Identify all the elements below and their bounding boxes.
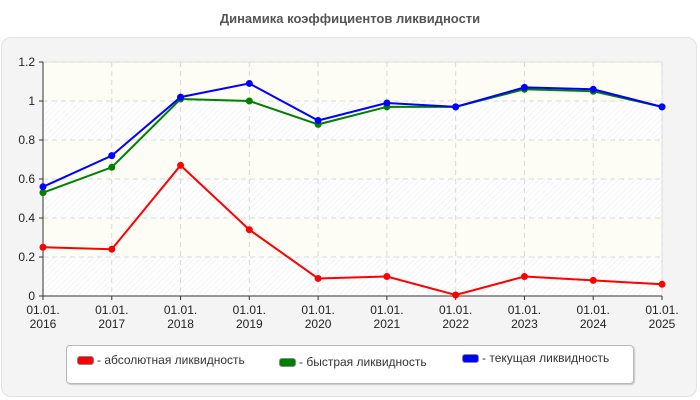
chart-title: Динамика коэффициентов ликвидности <box>219 11 481 26</box>
x-tick-label: 01.01. <box>301 303 334 317</box>
data-point[interactable] <box>520 273 528 280</box>
data-point[interactable] <box>452 291 460 299</box>
y-tick-label: 0.2 <box>18 250 35 264</box>
data-point[interactable] <box>452 103 460 111</box>
legend-item-quick: - быстрая ликвидность <box>279 355 427 369</box>
data-point[interactable] <box>245 79 253 87</box>
y-tick-label: 0.4 <box>18 211 35 225</box>
data-point[interactable] <box>39 189 47 197</box>
series-line <box>39 79 666 191</box>
data-point[interactable] <box>658 280 666 288</box>
legend: - абсолютная ликвидность - быстрая ликви… <box>66 345 634 384</box>
data-series <box>39 79 666 299</box>
legend-swatch-blue <box>462 353 479 363</box>
data-point[interactable] <box>39 243 47 251</box>
data-point[interactable] <box>108 152 116 160</box>
data-point[interactable] <box>245 97 253 105</box>
x-tick-label: 2016 <box>30 317 57 331</box>
x-tick-label: 2022 <box>442 317 469 331</box>
x-tick-label: 2020 <box>305 317 332 331</box>
x-tick-label: 2024 <box>580 317 607 331</box>
x-tick-label: 01.01. <box>26 303 59 317</box>
x-tick-label: 2025 <box>649 317 676 331</box>
data-point[interactable] <box>177 161 185 169</box>
x-tick-label: 01.01. <box>370 303 403 317</box>
data-point[interactable] <box>177 93 185 101</box>
x-tick-label: 01.01. <box>233 303 266 317</box>
series-line <box>39 161 666 299</box>
x-tick-label: 2017 <box>98 317 125 331</box>
data-point[interactable] <box>314 117 322 124</box>
y-tick-label: 1 <box>28 94 35 108</box>
y-tick-label: 0 <box>28 289 35 303</box>
x-tick-label: 01.01. <box>95 303 128 317</box>
legend-label: - быстрая ликвидность <box>299 355 427 369</box>
x-tick-label: 2023 <box>511 317 538 331</box>
data-point[interactable] <box>383 99 391 107</box>
data-point[interactable] <box>245 226 253 234</box>
data-point[interactable] <box>658 103 666 111</box>
x-tick-label: 01.01. <box>508 303 541 317</box>
legend-label: - текущая ликвидность <box>482 351 610 365</box>
legend-item-current: - текущая ликвидность <box>462 351 609 365</box>
data-point[interactable] <box>314 274 322 282</box>
x-tick-label: 01.01. <box>645 303 678 317</box>
y-tick-label: 0.6 <box>18 172 35 186</box>
data-point[interactable] <box>108 245 116 253</box>
x-tick-label: 01.01. <box>164 303 197 317</box>
x-tick-label: 2019 <box>236 317 263 331</box>
legend-label: - абсолютная ликвидность <box>97 353 245 367</box>
legend-item-absolute: - абсолютная ликвидность <box>77 353 245 367</box>
data-point[interactable] <box>589 85 597 93</box>
x-tick-label: 2018 <box>167 317 194 331</box>
x-tick-label: 01.01. <box>439 303 472 317</box>
y-tick-label: 0.8 <box>18 133 35 147</box>
legend-swatch-red <box>77 355 94 365</box>
data-point[interactable] <box>520 83 528 91</box>
data-point[interactable] <box>39 183 47 191</box>
legend-swatch-green <box>279 357 296 367</box>
x-tick-label: 2021 <box>374 317 401 331</box>
data-point[interactable] <box>589 276 597 284</box>
data-point[interactable] <box>108 163 116 171</box>
axes: 00.20.40.60.811.201.01.201601.01.201701.… <box>18 55 678 331</box>
data-point[interactable] <box>383 273 391 280</box>
x-tick-label: 01.01. <box>577 303 610 317</box>
y-tick-label: 1.2 <box>18 55 35 69</box>
